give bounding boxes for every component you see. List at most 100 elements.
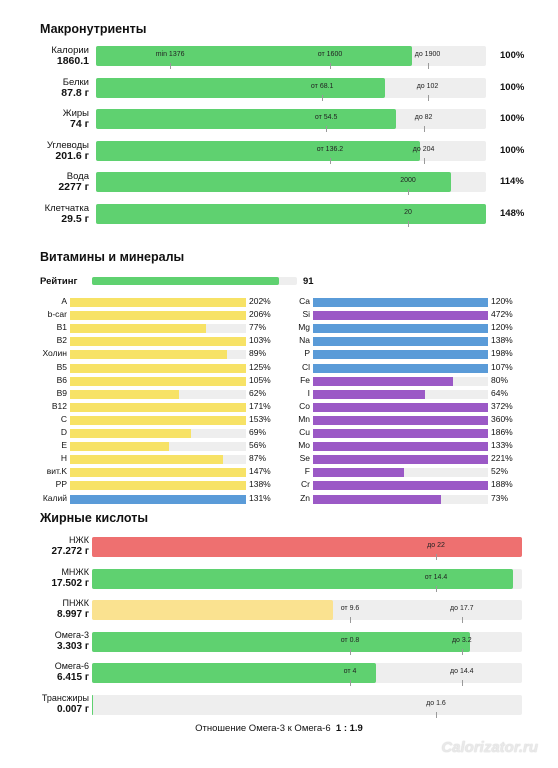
vitamin-track — [70, 415, 246, 425]
fat-tick-mark — [461, 617, 463, 623]
vitamin-track — [70, 324, 246, 334]
vitamin-percent: 360% — [491, 413, 513, 424]
vitamin-track — [70, 389, 246, 399]
vitamin-name: Fe — [300, 374, 310, 385]
macro-percent: 100% — [500, 144, 525, 156]
macro-bar — [96, 172, 451, 192]
fat-tick-mark — [436, 585, 437, 592]
macro-tick-label: до 82 — [414, 114, 433, 121]
omega-ratio: Отношение Омега-3 к Омега-6 1 : 1.9 — [0, 723, 558, 734]
macro-tick-label: min 1376 — [155, 51, 185, 58]
macro-percent: 100% — [500, 81, 525, 93]
rating-label: Рейтинг — [40, 276, 78, 287]
vitamin-bar — [313, 494, 441, 504]
vitamin-row: B12 171% — [0, 401, 558, 413]
vitamin-bar — [313, 311, 488, 321]
vitamin-name: Co — [299, 400, 310, 411]
fat-name: ПНЖК — [62, 598, 89, 608]
macro-tick-label: 20 — [404, 208, 412, 216]
vitamin-name: Zn — [300, 492, 310, 503]
fat-track: от 14.4 — [92, 568, 522, 592]
fat-label: Омега-6 6.415 г — [55, 661, 89, 683]
fat-track: до 22 — [92, 537, 522, 560]
vitamin-bar — [313, 455, 488, 465]
vitamin-name: B6 — [56, 374, 67, 385]
fat-tick-mark — [436, 711, 437, 718]
vitamin-name: B9 — [56, 387, 67, 398]
fat-row: Трансжиры 0.007 г до 1.6 — [0, 693, 558, 721]
vitamin-name: E — [61, 440, 67, 451]
vitamin-name: C — [60, 413, 67, 424]
vitamin-bar — [313, 481, 488, 491]
fat-amount: 6.415 г — [57, 672, 89, 683]
fat-tick-label: от 14.4 — [424, 573, 448, 581]
vitamin-name: A — [61, 296, 67, 306]
vitamin-bar — [70, 415, 246, 425]
macro-track: от 54.5 до 82 — [96, 109, 486, 132]
vitamin-percent: 120% — [491, 296, 513, 306]
fat-track: от 4 до 14.4 — [92, 663, 522, 686]
vitamin-row: B6 105% — [0, 375, 558, 387]
vitamin-percent: 133% — [491, 440, 513, 451]
vitamin-track — [313, 337, 488, 347]
vitamin-row: Se 221% — [0, 453, 558, 465]
vitamin-bar — [70, 376, 246, 386]
fat-row: Омега-3 3.303 г от 0.8 до 3.2 — [0, 630, 558, 658]
vitamin-percent: 198% — [491, 348, 513, 359]
vitamin-name: Si — [302, 309, 310, 320]
fat-row: МНЖК 17.502 г от 14.4 — [0, 567, 558, 595]
vitamin-name: b-car — [47, 309, 67, 320]
vitamin-track — [313, 415, 488, 425]
fat-tick-label: до 22 — [427, 542, 445, 549]
vitamin-track — [70, 481, 246, 491]
vitamin-bar — [313, 442, 488, 452]
fat-row: Омега-6 6.415 г от 4 до 14.4 — [0, 661, 558, 689]
fat-tick-label: от 9.6 — [340, 605, 360, 612]
vitamin-track — [313, 481, 488, 491]
fat-name: НЖК — [68, 535, 89, 545]
macro-bar — [96, 203, 486, 224]
vitamin-percent: 131% — [249, 492, 271, 503]
macro-row: Углеводы 201.6 г от 136.2 до 204 100% — [0, 139, 558, 167]
macro-track: 2000 — [96, 172, 486, 195]
vitamin-percent: 52% — [491, 466, 509, 477]
vitamin-bar — [70, 494, 246, 504]
macro-track: от 68.1 до 102 — [96, 77, 486, 101]
vitamin-row: Ca 120% — [0, 296, 558, 308]
macro-tick-mark — [322, 94, 324, 101]
vitamin-bar — [313, 337, 488, 347]
macro-label: Белки 87.8 г — [61, 77, 89, 99]
vitamin-name: Mn — [298, 413, 310, 424]
macro-amount: 74 г — [70, 118, 89, 130]
vitamin-track — [70, 402, 246, 412]
fat-row: ПНЖК 8.997 г от 9.6 до 17.7 — [0, 598, 558, 626]
omega-ratio-label: Отношение Омега-3 к Омега-6 — [195, 723, 331, 734]
vitamin-row: b-car 206% — [0, 309, 558, 321]
vitamin-name: Калий — [42, 492, 67, 503]
vitamin-name: B1 — [56, 322, 67, 333]
vitamin-name: B2 — [56, 335, 67, 346]
vitamin-row: Mg 120% — [0, 322, 558, 334]
macro-row: Белки 87.8 г от 68.1 до 102 100% — [0, 76, 558, 104]
fat-track: от 9.6 до 17.7 — [92, 600, 522, 623]
vitamin-percent: 73% — [491, 492, 509, 503]
macro-amount: 1860.1 — [56, 55, 89, 67]
vitamin-row: Mn 360% — [0, 414, 558, 426]
vitamin-bar — [313, 402, 488, 412]
vitamin-row: Cu 186% — [0, 427, 558, 439]
fat-bar — [92, 631, 471, 652]
vitamin-row: B1 77% — [0, 322, 558, 334]
vitamin-name: Mo — [298, 440, 310, 451]
fat-row: НЖК 27.272 г до 22 — [0, 535, 558, 563]
vitamin-track — [313, 429, 488, 438]
vitamin-bar — [70, 442, 169, 452]
fat-label: Трансжиры 0.007 г — [42, 693, 89, 715]
macro-tick-mark — [326, 126, 328, 132]
vitamin-track — [313, 494, 488, 504]
vitamin-track — [313, 376, 488, 386]
vitamin-percent: 372% — [491, 400, 513, 411]
vitamin-bar — [313, 363, 488, 373]
vitamin-row: P 198% — [0, 348, 558, 360]
vitamin-row: Co 372% — [0, 401, 558, 413]
vitamin-row: I 64% — [0, 388, 558, 400]
